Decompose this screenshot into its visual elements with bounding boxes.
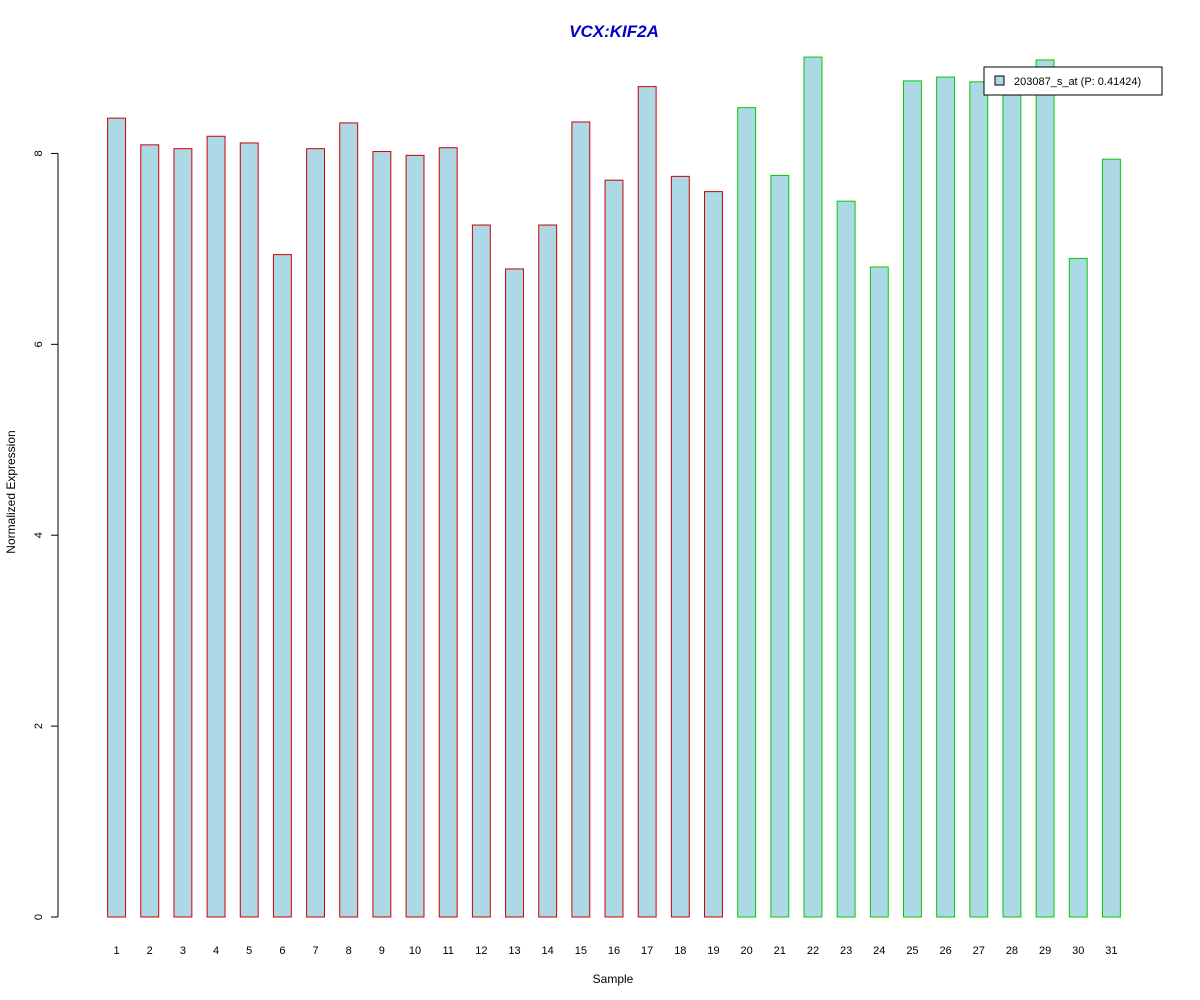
x-tick-label: 20	[741, 945, 753, 957]
x-tick-label: 9	[379, 945, 385, 957]
x-tick-label: 5	[246, 945, 252, 957]
x-tick-label: 17	[641, 945, 653, 957]
chart-title: VCX:KIF2A	[569, 22, 659, 41]
bar-sample-18	[670, 175, 690, 918]
bar-sample-15	[571, 121, 591, 918]
y-axis-title: Normalized Expression	[4, 430, 18, 553]
bar-sample-16	[604, 179, 624, 918]
x-tick-label: 15	[575, 945, 587, 957]
bar-sample-22	[803, 56, 823, 918]
bar-sample-25	[903, 80, 922, 918]
bar-sample-7	[306, 148, 325, 918]
x-tick-label: 4	[213, 945, 219, 957]
bar-sample-29	[1035, 59, 1055, 918]
bars-group	[107, 56, 1121, 918]
x-tick-label: 8	[346, 945, 352, 957]
x-tick-label: 16	[608, 945, 620, 957]
bar-sample-23	[836, 200, 856, 918]
x-tick-label: 25	[906, 945, 918, 957]
bar-sample-4	[206, 135, 226, 918]
x-tick-label: 10	[409, 945, 421, 957]
bar-sample-14	[538, 224, 558, 918]
x-tick-label: 12	[475, 945, 487, 957]
x-axis-title: Sample	[593, 972, 634, 986]
x-tick-label: 28	[1006, 945, 1018, 957]
x-tick-label: 26	[939, 945, 951, 957]
y-tick-label: 4	[33, 532, 45, 538]
bar-sample-21	[770, 174, 790, 918]
bar-sample-5	[239, 142, 259, 918]
x-tick-label: 31	[1105, 945, 1117, 957]
bar-sample-31	[1101, 158, 1121, 918]
bar-sample-24	[869, 266, 889, 918]
bar-sample-9	[372, 151, 392, 918]
x-tick-label: 14	[542, 945, 554, 957]
legend-swatch	[994, 75, 1005, 86]
x-tick-label: 7	[312, 945, 318, 957]
x-tick-label: 2	[147, 945, 153, 957]
x-tick-label: 19	[707, 945, 719, 957]
x-tick-label: 22	[807, 945, 819, 957]
bar-sample-26	[936, 76, 956, 918]
x-tick-label: 11	[442, 945, 453, 957]
bar-sample-6	[272, 254, 292, 918]
x-axis: 1 2 3 4 5 6 7 8 9 10 11 12 13 14 15 16 17 18 19 20 21 22 23 24 2…	[114, 945, 1118, 957]
bar-sample-19	[704, 191, 723, 918]
x-tick-label: 23	[840, 945, 852, 957]
bar-sample-1	[107, 117, 127, 918]
bar-sample-8	[339, 122, 359, 918]
x-tick-label: 30	[1072, 945, 1084, 957]
bar-sample-2	[140, 144, 160, 918]
y-tick-label: 6	[33, 341, 45, 347]
bar-sample-28	[1002, 88, 1022, 918]
x-tick-label: 6	[279, 945, 285, 957]
x-tick-label: 18	[674, 945, 686, 957]
bar-sample-13	[505, 268, 524, 918]
x-tick-label: 27	[973, 945, 985, 957]
legend: 203087_s_at (P: 0.41424)	[983, 66, 1163, 96]
x-tick-label: 29	[1039, 945, 1051, 957]
legend-label: 203087_s_at (P: 0.41424)	[1014, 76, 1141, 88]
legend-box	[983, 66, 1163, 96]
bar-sample-17	[637, 86, 657, 918]
bar-sample-30	[1068, 257, 1088, 918]
y-tick-label: 2	[33, 723, 45, 729]
x-tick-label: 13	[508, 945, 520, 957]
x-tick-label: 1	[114, 945, 120, 957]
x-tick-label: 24	[873, 945, 885, 957]
bar-sample-10	[405, 154, 425, 918]
y-tick-label: 8	[33, 150, 45, 156]
bar-sample-12	[471, 224, 491, 918]
x-tick-label: 3	[180, 945, 186, 957]
bar-sample-3	[173, 148, 193, 918]
y-tick-label: 0	[33, 914, 45, 920]
bar-sample-20	[737, 107, 757, 918]
y-axis: 0 2 4 6 8	[33, 150, 59, 920]
bar-sample-27	[969, 81, 989, 918]
x-tick-label: 21	[774, 945, 786, 957]
bar-sample-11	[438, 147, 458, 918]
